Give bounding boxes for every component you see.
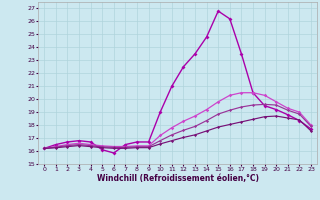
- X-axis label: Windchill (Refroidissement éolien,°C): Windchill (Refroidissement éolien,°C): [97, 174, 259, 183]
